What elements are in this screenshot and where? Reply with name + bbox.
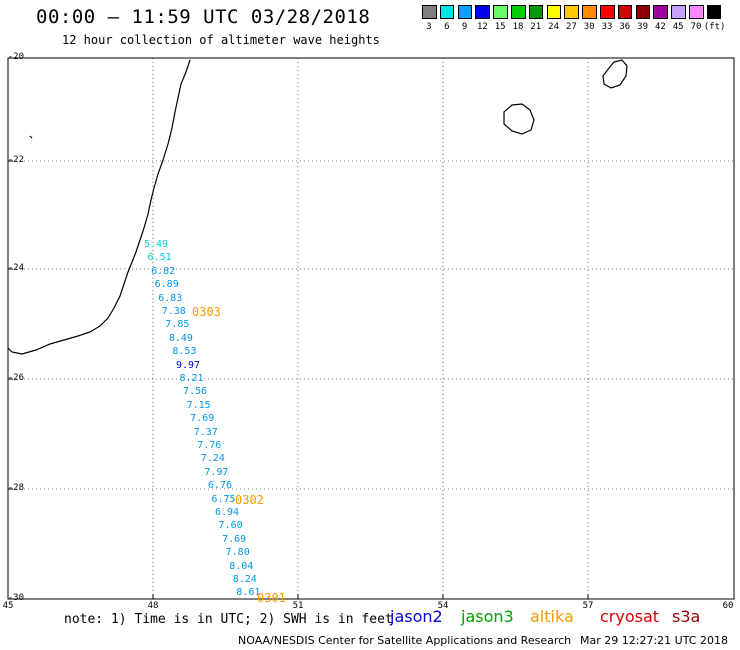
x-tick-label: 45 <box>2 601 14 611</box>
wave-height-value: 8.04 <box>229 560 254 572</box>
legend-label: 3 <box>426 22 432 32</box>
legend-swatch <box>493 5 508 19</box>
wave-height-value: 5.49 <box>144 239 169 250</box>
wave-height-value: 8.61 <box>236 587 261 599</box>
wave-height-value: 7.38 <box>161 306 186 317</box>
satellite-altika: altika <box>530 607 574 626</box>
wave-height-value: 7.69 <box>222 533 247 545</box>
x-tick-label: 51 <box>292 601 304 611</box>
wave-height-value: 7.56 <box>183 386 208 398</box>
wave-height-value: 8.24 <box>232 574 257 585</box>
wave-height-value: 6.89 <box>154 279 179 291</box>
legend-swatch <box>528 5 544 19</box>
x-tick-label: 57 <box>582 601 594 611</box>
wave-height-value: 7.97 <box>204 466 229 478</box>
map-frame <box>7 57 735 600</box>
y-tick-label: -22 <box>7 155 24 165</box>
legend-label: 36 <box>619 22 631 32</box>
wave-height-value: 9.97 <box>175 359 201 371</box>
legend-label: 33 <box>601 22 613 32</box>
legend-label: (ft) <box>703 22 726 32</box>
wave-height-value: 6.51 <box>147 252 172 264</box>
legend-swatch <box>439 5 455 19</box>
wave-height-value: 6.83 <box>158 292 183 304</box>
legend-swatch <box>422 5 437 19</box>
wave-height-value: 8.53 <box>172 346 197 358</box>
satellite-cryosat: cryosat <box>600 607 660 626</box>
x-tick-label: 48 <box>147 601 159 611</box>
generated-timestamp: Mar 29 12:27:21 UTC 2018 <box>580 634 728 647</box>
legend-label: 45 <box>672 22 684 32</box>
units-note: note: 1) Time is in UTC; 2) SWH is in fe… <box>64 612 393 627</box>
wave-height-value: 7.80 <box>225 547 250 559</box>
satellite-jason3: jason3 <box>461 607 514 626</box>
wave-height-value: 8.21 <box>179 373 204 384</box>
y-tick-label: -20 <box>7 52 24 62</box>
wave-height-value: 7.76 <box>197 440 222 451</box>
credit-line: NOAA/NESDIS Center for Satellite Applica… <box>238 634 572 647</box>
wave-height-value: 6.82 <box>151 265 176 277</box>
legend-swatch <box>689 5 704 19</box>
grid-lines <box>8 58 734 599</box>
pass-time-label: 0303 <box>192 305 221 319</box>
y-tick-label: -24 <box>7 263 24 273</box>
wave-height-value: 8.49 <box>168 332 193 344</box>
wave-height-value: 7.69 <box>190 413 215 425</box>
tick-marks <box>8 160 589 599</box>
legend-label: 9 <box>461 22 468 32</box>
legend-label: 15 <box>494 22 506 32</box>
legend-swatch <box>653 5 668 19</box>
legend-label: 70 <box>690 22 702 32</box>
legend-swatch <box>706 5 722 19</box>
satellite-s3a: s3a <box>672 607 701 626</box>
y-tick-label: -28 <box>7 483 24 493</box>
map-title: 00:00 – 11:59 UTC 03/28/2018 <box>36 6 371 28</box>
wave-height-value: 6.76 <box>207 480 232 492</box>
legend-swatch <box>582 5 597 19</box>
y-tick-label: -30 <box>7 593 24 603</box>
satellite-jason2: jason2 <box>390 607 443 626</box>
legend-swatch <box>475 5 490 19</box>
wave-height-value: 7.37 <box>193 426 218 438</box>
legend-label: 27 <box>565 22 577 32</box>
legend-label: 24 <box>548 22 560 32</box>
legend-label: 21 <box>530 22 542 32</box>
legend-label: 12 <box>476 22 488 32</box>
wave-height-value: 7.85 <box>165 319 190 331</box>
legend-swatch <box>457 5 473 19</box>
legend-swatch <box>617 5 633 19</box>
legend-swatch <box>600 5 615 19</box>
legend-label: 18 <box>512 22 524 32</box>
map-subtitle: 12 hour collection of altimeter wave hei… <box>62 33 380 47</box>
x-tick-label: 60 <box>722 601 734 611</box>
x-tick-label: 54 <box>437 601 449 611</box>
legend-swatch <box>511 5 526 19</box>
wave-height-value: 6.75 <box>211 493 236 505</box>
wave-height-value: 6.94 <box>215 507 240 518</box>
legend-swatch <box>635 5 651 19</box>
y-tick-label: -26 <box>7 373 24 383</box>
legend-label: 30 <box>583 22 595 32</box>
legend-label: 42 <box>654 22 666 32</box>
legend-swatch <box>671 5 686 19</box>
pass-time-label: 0302 <box>235 493 264 507</box>
wave-height-value: 7.60 <box>218 520 243 532</box>
wave-height-value: 7.24 <box>200 453 225 465</box>
wave-height-value: 7.15 <box>186 399 211 411</box>
legend-swatch <box>546 5 562 19</box>
pass-time-label: 0301 <box>257 591 286 605</box>
small-island <box>29 135 33 139</box>
mauritius-island <box>602 59 628 89</box>
legend-label: 39 <box>637 22 649 32</box>
reunion-island <box>503 103 535 135</box>
madagascar-coastline <box>7 59 191 355</box>
legend-swatch <box>564 5 579 19</box>
legend-label: 6 <box>444 22 450 32</box>
